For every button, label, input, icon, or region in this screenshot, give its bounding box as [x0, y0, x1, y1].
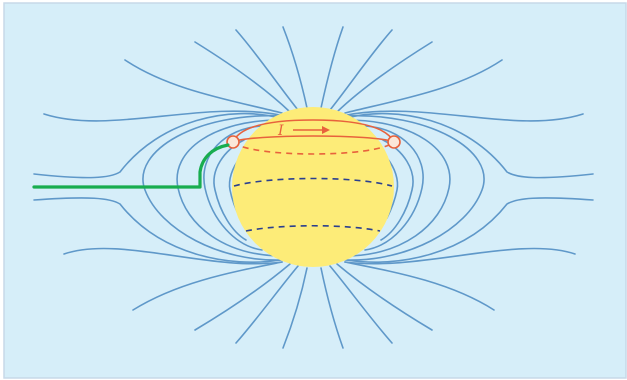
field-lines [33, 26, 594, 349]
field-line [364, 125, 424, 251]
current-loop-back [232, 141, 395, 155]
field-line [329, 265, 393, 344]
field-line [124, 59, 283, 114]
field-line [336, 41, 433, 113]
current-loop: I [226, 119, 401, 155]
field-line [194, 41, 291, 113]
loop-left-terminal [226, 135, 240, 149]
field-line [344, 114, 485, 261]
field-line [282, 26, 308, 109]
latitude-lines [233, 177, 393, 232]
equator-line [233, 177, 393, 187]
sphere [232, 107, 394, 267]
current-loop-front [232, 119, 395, 143]
field-line [33, 197, 281, 263]
field-line [346, 112, 594, 179]
field-line [386, 157, 399, 219]
field-line [63, 247, 283, 265]
field-line [213, 139, 247, 241]
current-label: I [277, 123, 284, 139]
field-line [346, 110, 584, 122]
lower-latitude-line [245, 224, 381, 232]
field-line [282, 267, 308, 349]
field-line [320, 26, 344, 109]
lead-wire [32, 143, 230, 189]
field-line [344, 59, 503, 114]
field-line [203, 125, 263, 251]
current-arrowhead-icon [322, 126, 330, 134]
field-line [142, 114, 283, 261]
field-line [344, 247, 576, 265]
field-line [344, 261, 495, 311]
field-line [346, 197, 594, 263]
field-line [320, 267, 344, 349]
field-line [336, 263, 433, 331]
field-line [194, 263, 291, 331]
field-line [43, 110, 281, 122]
loop-right-terminal [387, 135, 401, 149]
field-line [346, 119, 451, 257]
field-line [33, 112, 281, 179]
field-line [380, 139, 414, 241]
current-loop-front-lower [232, 135, 395, 143]
field-line [132, 261, 283, 311]
field-line [235, 29, 299, 111]
field-line [235, 265, 299, 344]
field-line [329, 29, 393, 111]
